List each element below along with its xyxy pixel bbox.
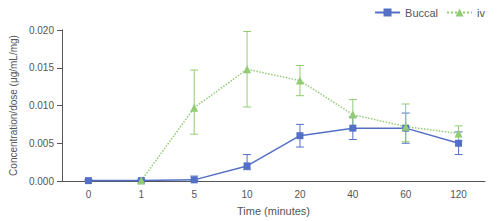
svg-text:0.020: 0.020	[29, 25, 54, 36]
svg-text:Time (minutes): Time (minutes)	[237, 205, 310, 217]
svg-text:20: 20	[294, 189, 306, 200]
svg-text:Concentration/dose (μg/mL/mg): Concentration/dose (μg/mL/mg)	[8, 35, 19, 176]
svg-text:60: 60	[400, 189, 412, 200]
svg-text:iv: iv	[477, 7, 485, 19]
svg-text:120: 120	[450, 189, 467, 200]
svg-text:0.015: 0.015	[29, 62, 54, 73]
svg-text:1: 1	[139, 189, 145, 200]
svg-text:0.000: 0.000	[29, 176, 54, 187]
svg-text:Buccal: Buccal	[405, 7, 438, 19]
svg-text:10: 10	[242, 189, 254, 200]
svg-text:0.010: 0.010	[29, 100, 54, 111]
svg-text:0.005: 0.005	[29, 138, 54, 149]
svg-text:0: 0	[86, 189, 92, 200]
svg-text:5: 5	[191, 189, 197, 200]
svg-text:40: 40	[347, 189, 359, 200]
